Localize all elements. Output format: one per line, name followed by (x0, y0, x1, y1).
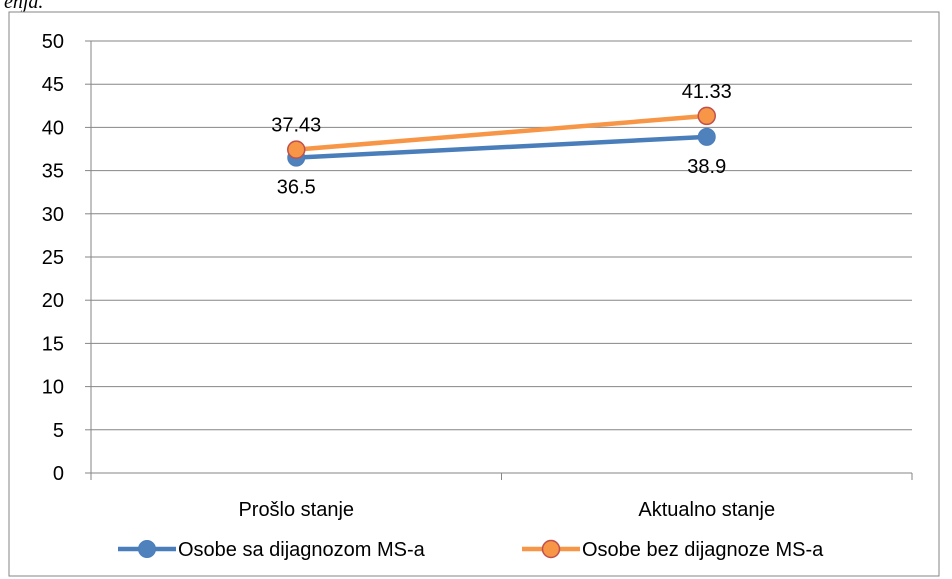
data-point (287, 140, 306, 159)
data-point (697, 106, 716, 126)
data-labels: 36.5 38.9 37.43 41.33 (271, 81, 732, 199)
y-tick-label: 10 (42, 377, 64, 399)
series-lines (296, 113, 707, 160)
y-tick-label: 30 (42, 204, 64, 226)
y-tick-label: 45 (42, 74, 64, 96)
legend: Osobe sa dijagnozom MS-a Osobe bez dijagn… (118, 539, 824, 561)
series-markers (287, 106, 716, 167)
legend-marker (138, 540, 156, 558)
caption-fragment: enja. (4, 0, 44, 13)
y-tick-labels: 0 5 10 15 20 25 30 35 40 45 50 (42, 31, 64, 485)
y-tick-label: 35 (42, 161, 64, 183)
y-tick-label: 25 (42, 247, 64, 269)
data-label: 41.33 (682, 81, 732, 103)
y-tick-label: 40 (42, 117, 64, 139)
x-tick-labels: Prošlo stanje Aktualno stanje (238, 499, 775, 521)
gridlines (91, 40, 912, 431)
series-line (296, 134, 707, 160)
data-label: 38.9 (687, 156, 726, 178)
legend-label: Osobe sa dijagnozom MS-a (178, 539, 426, 561)
series-line (296, 113, 707, 152)
data-label: 36.5 (277, 177, 316, 199)
y-tick-label: 5 (53, 420, 64, 442)
y-tick-label: 0 (53, 463, 64, 485)
x-tick-label: Prošlo stanje (238, 499, 354, 521)
legend-label: Osobe bez dijagnoze MS-a (582, 539, 824, 561)
x-tick-label: Aktualno stanje (638, 499, 775, 521)
legend-marker (541, 539, 561, 559)
data-point (697, 127, 716, 146)
y-tick-label: 20 (42, 290, 64, 312)
y-tick-label: 15 (42, 333, 64, 355)
axes (85, 40, 913, 480)
y-tick-label: 50 (42, 31, 64, 53)
data-label: 37.43 (271, 115, 321, 137)
chart-border (8, 11, 940, 577)
